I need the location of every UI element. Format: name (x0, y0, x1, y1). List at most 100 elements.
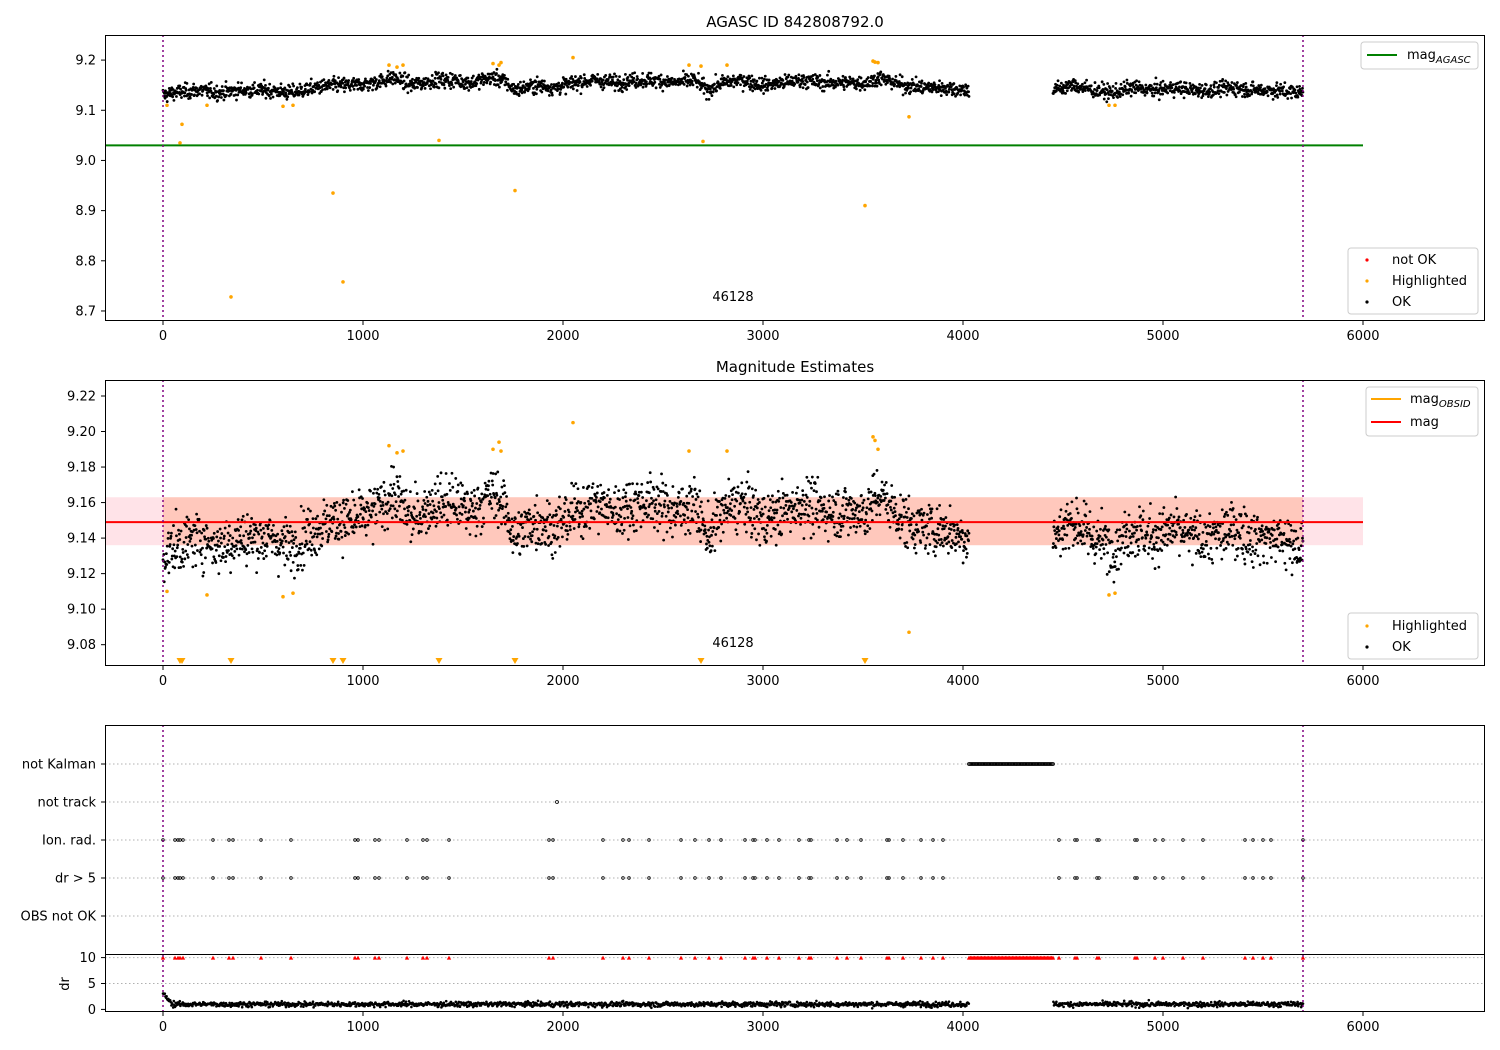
ok-point (666, 504, 670, 507)
ok-point (500, 485, 504, 489)
ok-point (333, 79, 337, 83)
ok-point (1249, 83, 1253, 87)
ok-point (700, 510, 704, 514)
ok-point (1259, 86, 1262, 90)
ok-point (940, 81, 944, 85)
ok-point (175, 555, 179, 559)
ok-point (765, 523, 769, 527)
ok-point (691, 495, 695, 498)
ok-point (198, 92, 201, 96)
ok-point (1123, 510, 1127, 514)
ok-point (947, 540, 951, 544)
ok-point (851, 77, 855, 81)
ok-point (371, 88, 374, 92)
ok-point (1179, 80, 1183, 84)
ok-point (634, 81, 638, 85)
ok-point (955, 523, 959, 527)
ok-point (167, 531, 170, 535)
ok-point (590, 79, 594, 83)
ok-point (534, 80, 538, 84)
ok-point (566, 532, 570, 536)
ok-point (299, 563, 303, 567)
ok-point (1071, 80, 1075, 84)
ok-point (182, 564, 185, 568)
ok-point (1122, 551, 1126, 555)
ok-point (511, 551, 515, 555)
ok-point (341, 81, 345, 85)
ok-point (1161, 92, 1165, 96)
ok-point (473, 494, 477, 498)
ok-point (636, 497, 639, 500)
ok-point (1207, 95, 1210, 98)
ok-point (1220, 508, 1224, 512)
highlighted-point (699, 64, 703, 68)
ok-point (572, 484, 576, 488)
ok-point (690, 79, 694, 83)
ok-point (931, 83, 935, 87)
ok-point (288, 531, 291, 534)
ok-point (543, 84, 547, 88)
ok-point (581, 514, 584, 518)
ok-point (518, 552, 522, 556)
ok-point (866, 524, 870, 528)
ok-point (330, 82, 334, 86)
ok-point (344, 502, 348, 506)
ok-point (257, 92, 261, 96)
ok-point (617, 89, 621, 92)
ok-point (1175, 533, 1178, 537)
x-tick-label: 4000 (946, 329, 979, 344)
ok-point (787, 73, 791, 77)
ok-point (1219, 95, 1222, 99)
ok-point (1099, 556, 1103, 560)
ok-point (749, 506, 753, 510)
agasc-legend-bottom: not OK Highlighted OK (1347, 247, 1479, 315)
ok-point (351, 490, 354, 494)
ok-point (434, 492, 437, 495)
ok-point (1061, 89, 1065, 93)
ok-point (450, 73, 454, 76)
ok-point (432, 516, 436, 519)
ok-point (395, 515, 398, 519)
ok-point (558, 495, 561, 499)
ok-point (881, 77, 884, 81)
ok-point (322, 78, 326, 82)
ok-point (546, 515, 550, 519)
ok-point (930, 507, 934, 511)
ok-point (1115, 555, 1118, 559)
ok-point (601, 78, 605, 82)
ok-point (1091, 95, 1095, 99)
ok-point (1114, 549, 1117, 552)
ok-point (472, 488, 476, 492)
ok-point (1166, 91, 1170, 95)
ok-point (293, 530, 297, 534)
ok-point (798, 501, 802, 505)
ok-point (558, 507, 562, 511)
ok-point (926, 552, 930, 555)
ok-point (553, 551, 557, 554)
ok-point (390, 494, 394, 498)
ok-point (608, 497, 612, 501)
ok-point (821, 509, 824, 513)
ok-point (298, 542, 302, 546)
ok-point (402, 489, 406, 493)
ok-point (168, 543, 172, 546)
x-tick-label: 5000 (1146, 329, 1179, 344)
ok-point (949, 523, 952, 526)
ok-point (605, 494, 609, 497)
ok-point (776, 523, 780, 527)
ok-point (469, 80, 473, 83)
y-tick-label: 9.1 (75, 104, 96, 119)
ok-point (1212, 93, 1215, 97)
ok-point (631, 72, 634, 75)
ok-point (482, 80, 486, 84)
ok-point (251, 92, 254, 96)
ok-point (220, 85, 224, 88)
ok-point (1097, 86, 1101, 90)
ok-point (633, 498, 637, 502)
ok-point (1210, 558, 1214, 561)
ok-point (782, 506, 786, 510)
ok-point (393, 507, 397, 511)
ok-point (1186, 533, 1189, 537)
ok-point (397, 486, 401, 490)
ok-point (964, 547, 968, 551)
